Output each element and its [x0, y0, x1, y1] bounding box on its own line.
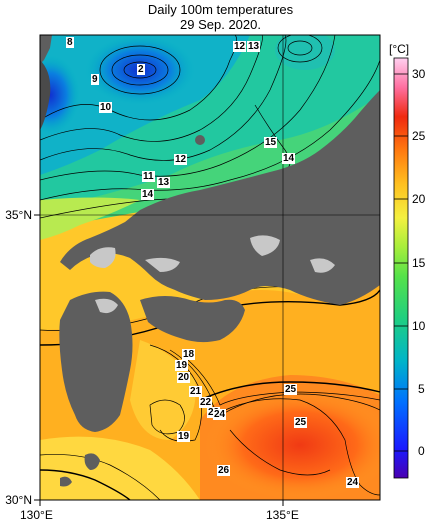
- contour-label: 11: [142, 171, 155, 182]
- contour-label: 25: [294, 417, 308, 428]
- contour-label: 2: [137, 64, 145, 75]
- land: [40, 35, 380, 487]
- plot-frame: [39, 34, 381, 501]
- map-title: Daily 100m temperatures: [147, 2, 294, 17]
- colorbar-tick-30: 30: [412, 67, 426, 81]
- contour-label: 18: [182, 349, 196, 360]
- contour-label: 14: [141, 189, 155, 200]
- colorbar-unit: [°C]: [389, 42, 410, 56]
- contour-label: 15: [264, 137, 278, 148]
- colorbar-tick-0: 0: [418, 444, 425, 458]
- y-tick-label-35n: 35°N: [5, 208, 32, 222]
- colorbar: [393, 57, 409, 479]
- contour-label: 21: [189, 386, 203, 397]
- colorbar-tick-5: 5: [418, 382, 425, 396]
- x-tick-label-135e: 135°E: [266, 508, 299, 522]
- colorbar-tick-20: 20: [412, 192, 426, 206]
- contour-label: 13: [157, 177, 171, 188]
- contour-label: 24: [346, 477, 360, 488]
- contour-label: 12: [233, 41, 247, 52]
- y-tick-label-30n: 30°N: [5, 493, 32, 507]
- contour-label: 10: [99, 102, 113, 113]
- graticule: [40, 35, 380, 500]
- contour-label: 14: [282, 153, 296, 164]
- x-tick-label-130e: 130°E: [20, 508, 53, 522]
- contour-label: 9: [91, 74, 99, 85]
- contour-label: 19: [175, 360, 189, 371]
- colorbar-ticks: [394, 73, 408, 452]
- contour-label: 20: [177, 372, 191, 383]
- colorbar-tick-25: 25: [412, 129, 426, 143]
- coastal-shelf: [90, 235, 335, 314]
- contour-label: 13: [247, 41, 261, 52]
- contour-label: 24: [213, 409, 227, 420]
- contour-label: 8: [66, 37, 74, 48]
- contour-label: 19: [177, 431, 191, 442]
- contour-label: 12: [174, 154, 188, 165]
- contour-label: 22: [199, 397, 213, 408]
- contour-label: 25: [284, 384, 298, 395]
- colorbar-tick-15: 15: [412, 256, 426, 270]
- colorbar-tick-10: 10: [412, 319, 426, 333]
- contour-label: 26: [217, 465, 231, 476]
- tick-marks: [34, 214, 284, 506]
- map-date: 29 Sep. 2020.: [180, 17, 261, 32]
